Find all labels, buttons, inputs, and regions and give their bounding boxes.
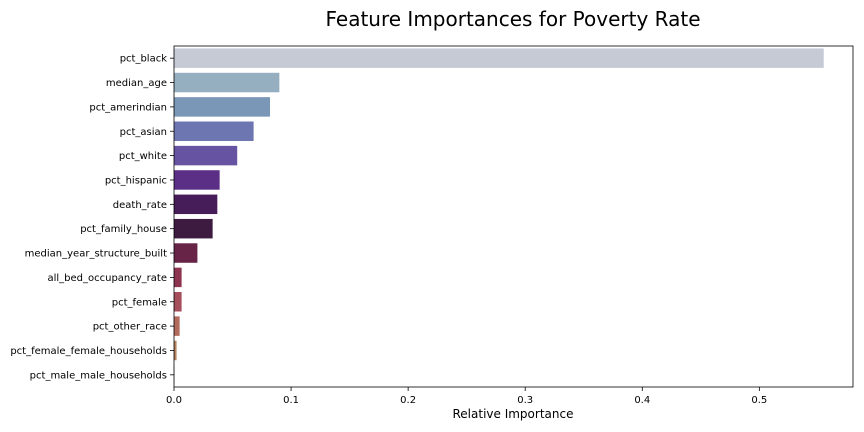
bar-median-age xyxy=(174,72,280,93)
bar-pct-asian xyxy=(174,121,254,141)
bar-pct-female-female-households xyxy=(174,340,177,361)
y-tick-label: pct_male_male_households xyxy=(30,370,167,381)
y-tick-label: all_bed_occupancy_rate xyxy=(47,273,167,284)
chart-title: Feature Importances for Poverty Rate xyxy=(325,7,700,31)
y-tick-label: death_rate xyxy=(113,200,167,211)
x-axis-ticks: 0.0 0.1 0.2 0.3 0.4 0.5 xyxy=(166,387,767,406)
x-tick-label: 0.0 xyxy=(166,395,182,406)
y-tick-label: pct_family_house xyxy=(80,224,167,235)
y-tick-label: median_year_structure_built xyxy=(25,249,167,260)
y-tick-label: pct_amerindian xyxy=(89,102,167,113)
bar-median-year-structure-built xyxy=(174,243,198,263)
x-tick-label: 0.2 xyxy=(400,395,416,406)
bar-pct-other-race xyxy=(174,316,180,336)
x-tick-label: 0.4 xyxy=(634,395,650,406)
y-tick-label: pct_hispanic xyxy=(105,175,167,186)
bar-all-bed-occupancy-rate xyxy=(174,267,182,288)
y-tick-label: pct_female xyxy=(112,297,167,308)
plot-frame xyxy=(173,45,854,388)
y-tick-label: median_age xyxy=(106,78,167,89)
bars-layer xyxy=(174,48,824,385)
bar-pct-white xyxy=(174,145,238,166)
y-tick-label: pct_other_race xyxy=(93,322,167,333)
y-tick-label: pct_black xyxy=(120,54,168,65)
x-tick-label: 0.3 xyxy=(517,395,533,406)
bar-pct-amerindian xyxy=(174,97,270,117)
y-tick-label: pct_white xyxy=(119,151,167,162)
y-tick-label: pct_asian xyxy=(120,127,167,138)
y-tick-label: pct_female_female_households xyxy=(10,346,167,357)
x-tick-label: 0.5 xyxy=(751,395,767,406)
bar-pct-black xyxy=(174,48,824,68)
x-tick-label: 0.1 xyxy=(283,395,299,406)
x-axis-label: Relative Importance xyxy=(453,407,574,421)
bar-pct-female xyxy=(174,292,182,312)
bar-death-rate xyxy=(174,194,218,215)
bar-pct-family-house xyxy=(174,218,213,239)
y-axis-ticks: pct_black median_age pct_amerindian pct_asi… xyxy=(10,54,174,381)
bar-pct-hispanic xyxy=(174,170,220,190)
